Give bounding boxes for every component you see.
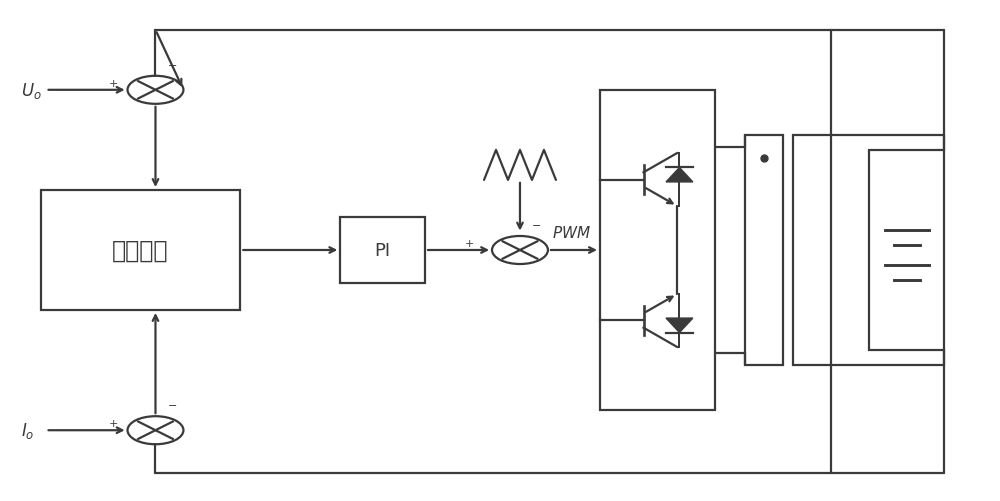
Bar xyxy=(869,151,944,350)
Text: −: − xyxy=(168,400,177,410)
Text: $I_o$: $I_o$ xyxy=(21,420,34,440)
Bar xyxy=(41,190,240,311)
Text: $U_o$: $U_o$ xyxy=(21,81,41,101)
Bar xyxy=(793,136,831,365)
Bar xyxy=(745,136,783,365)
Text: +: + xyxy=(465,238,474,248)
Text: +: + xyxy=(109,418,118,428)
Polygon shape xyxy=(666,319,693,333)
Polygon shape xyxy=(666,168,693,182)
Text: PI: PI xyxy=(375,241,391,260)
Text: −: − xyxy=(168,61,177,71)
Text: $PWM$: $PWM$ xyxy=(552,224,591,240)
Text: +: + xyxy=(109,79,118,89)
Bar xyxy=(600,91,715,410)
Text: −: − xyxy=(532,220,541,230)
Text: 控制模式: 控制模式 xyxy=(112,238,169,263)
Bar xyxy=(340,218,425,283)
